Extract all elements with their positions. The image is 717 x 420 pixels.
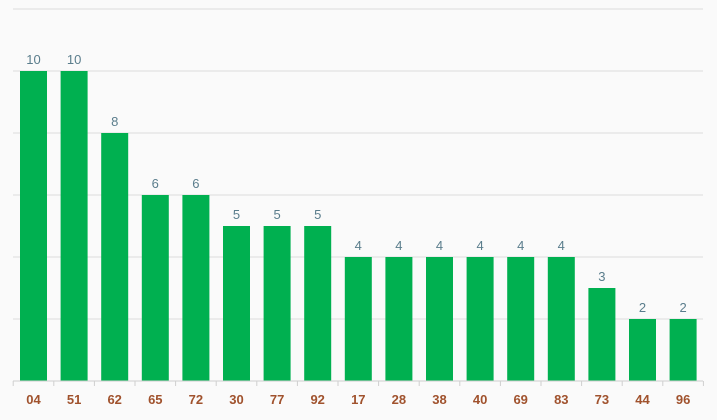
bar <box>669 319 697 381</box>
x-tick-label: 44 <box>635 392 650 407</box>
x-tick-label: 96 <box>676 392 690 407</box>
x-tick-label: 40 <box>473 392 487 407</box>
data-label: 4 <box>395 238 402 253</box>
bars <box>20 71 697 381</box>
data-label: 5 <box>273 207 280 222</box>
bar <box>263 226 291 381</box>
bar <box>507 257 535 381</box>
bar <box>60 71 88 381</box>
data-label: 5 <box>233 207 240 222</box>
data-label: 4 <box>558 238 565 253</box>
data-label: 8 <box>111 114 118 129</box>
bar <box>629 319 656 381</box>
data-label: 5 <box>314 207 321 222</box>
data-label: 10 <box>26 52 40 67</box>
bar <box>141 195 169 381</box>
x-tick-label: 69 <box>513 392 527 407</box>
value-labels: 10 10 8 6 6 5 5 5 4 4 4 4 4 4 3 2 2 <box>26 52 686 315</box>
bar <box>385 257 413 381</box>
data-label: 10 <box>67 52 81 67</box>
x-tick-label: 92 <box>310 392 324 407</box>
bar <box>588 288 616 381</box>
bar <box>182 195 210 381</box>
x-axis: 04 51 62 65 72 30 77 92 17 28 38 40 69 83 73 44 96 <box>12 380 704 407</box>
data-label: 4 <box>436 238 443 253</box>
data-label: 6 <box>192 176 199 191</box>
x-tick-label: 83 <box>554 392 568 407</box>
x-tick-label: 51 <box>67 392 81 407</box>
data-label: 2 <box>679 300 686 315</box>
bar <box>304 226 332 381</box>
data-label: 4 <box>355 238 362 253</box>
data-label: 2 <box>639 300 646 315</box>
x-tick-label: 38 <box>432 392 446 407</box>
x-tick-label: 30 <box>229 392 243 407</box>
x-tick-label: 28 <box>392 392 406 407</box>
data-label: 4 <box>517 238 524 253</box>
bar <box>547 257 575 381</box>
bar <box>426 257 453 381</box>
data-label: 4 <box>476 238 483 253</box>
x-tick-label: 17 <box>351 392 365 407</box>
x-tick-label: 73 <box>595 392 609 407</box>
bar <box>223 226 250 381</box>
bar <box>101 133 129 381</box>
bar <box>466 257 494 381</box>
data-label: 6 <box>152 176 159 191</box>
x-tick-label: 04 <box>26 392 41 407</box>
x-tick-label: 65 <box>148 392 162 407</box>
data-label: 3 <box>598 269 605 284</box>
x-tick-label: 72 <box>189 392 203 407</box>
bar <box>344 257 372 381</box>
x-tick-label: 62 <box>107 392 121 407</box>
x-tick-label: 77 <box>270 392 284 407</box>
bar <box>20 71 47 381</box>
